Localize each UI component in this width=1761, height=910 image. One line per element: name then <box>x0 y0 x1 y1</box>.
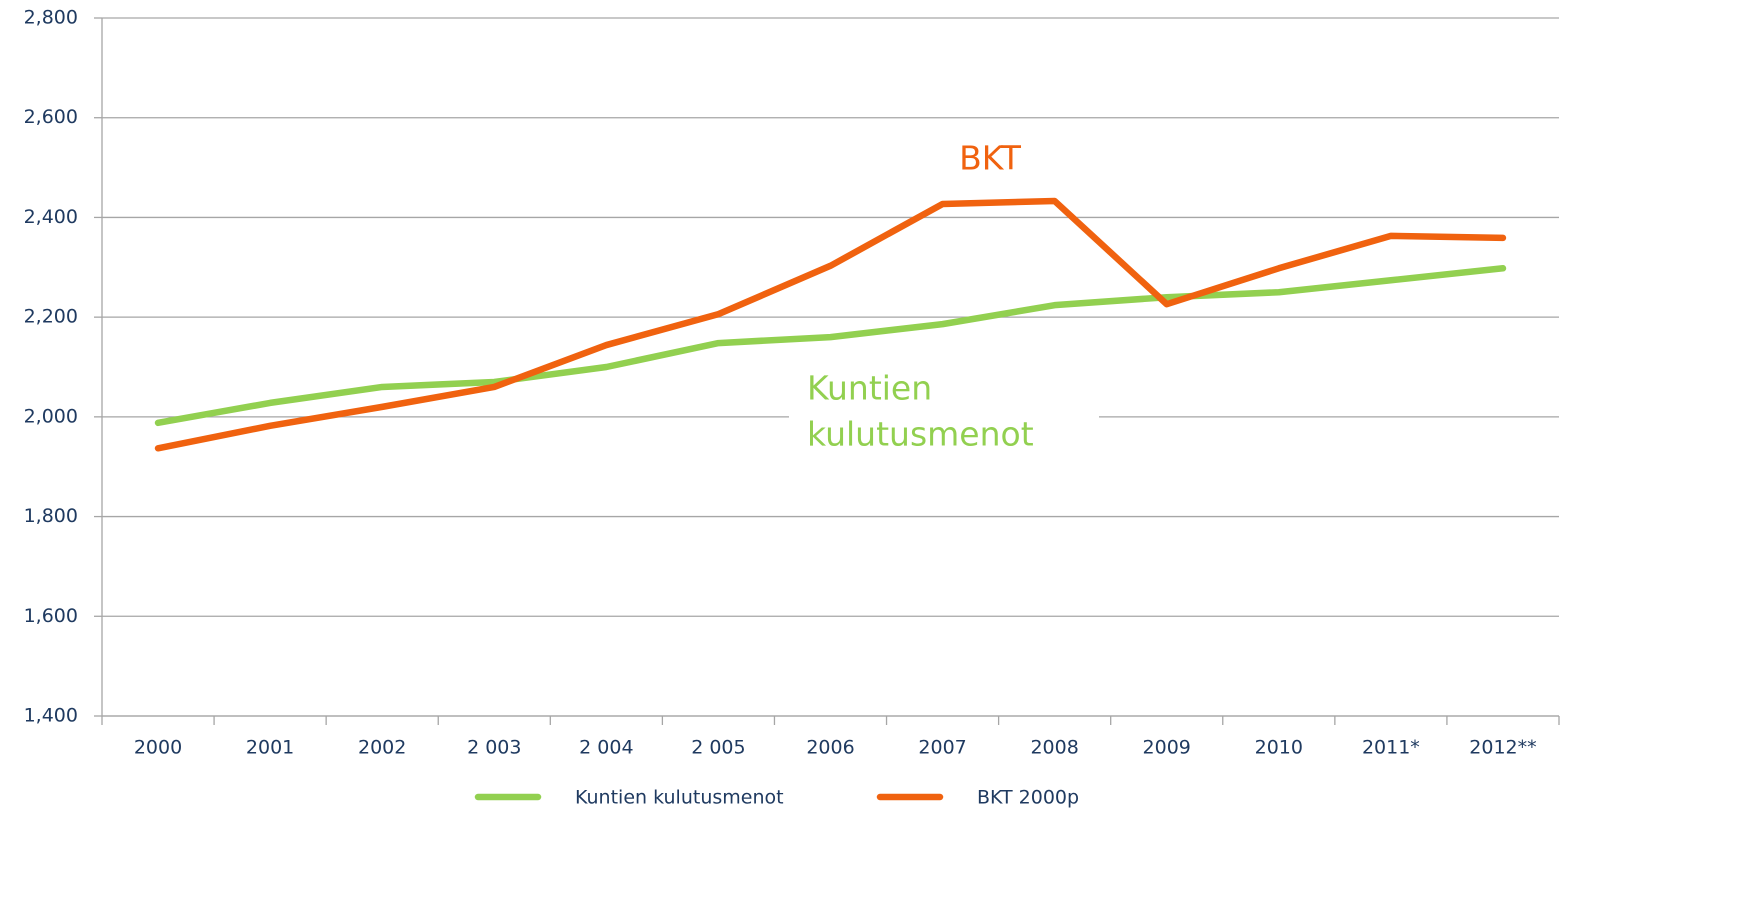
x-tick-label: 2 003 <box>467 737 521 759</box>
series-line <box>154 265 1507 427</box>
legend-label: Kuntien kulutusmenot <box>575 787 784 809</box>
y-tick-label: 1,400 <box>24 705 78 727</box>
legend-label: BKT 2000p <box>977 787 1079 809</box>
y-tick-label: 2,200 <box>24 306 78 328</box>
x-tick-label: 2001 <box>246 737 294 759</box>
x-tick-label: 2012** <box>1469 737 1536 759</box>
annotation: kulutusmenot <box>807 415 1034 454</box>
x-tick-label: 2 005 <box>691 737 745 759</box>
x-tick-label: 2007 <box>918 737 966 759</box>
annotation: Kuntien <box>807 369 932 408</box>
x-tick-label: 2010 <box>1255 737 1303 759</box>
y-tick-label: 2,600 <box>24 106 78 128</box>
y-tick-label: 2,400 <box>24 206 78 228</box>
x-tick-label: 2011* <box>1362 737 1420 759</box>
y-tick-label: 2,800 <box>24 7 78 29</box>
annotation: BKT <box>959 139 1022 178</box>
y-tick-label: 2,000 <box>24 405 78 427</box>
x-tick-label: 2000 <box>134 737 182 759</box>
y-tick-label: 1,600 <box>24 605 78 627</box>
x-tick-label: 2006 <box>806 737 854 759</box>
annotation-background <box>789 368 1099 440</box>
y-tick-label: 1,800 <box>24 505 78 527</box>
x-tick-label: 2009 <box>1143 737 1191 759</box>
x-tick-label: 2002 <box>358 737 406 759</box>
series-line <box>154 197 1507 452</box>
x-tick-label: 2 004 <box>579 737 633 759</box>
x-tick-label: 2008 <box>1030 737 1078 759</box>
